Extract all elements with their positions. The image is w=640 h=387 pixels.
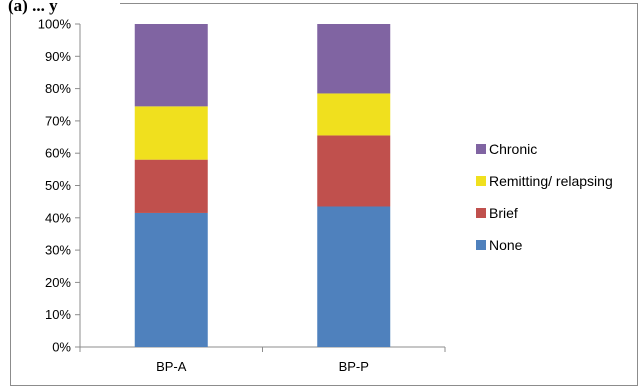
y-tick-label: 70% — [45, 113, 71, 128]
bar-segment-none-bp-p — [317, 206, 391, 347]
y-tick-label: 40% — [45, 210, 71, 225]
legend-swatch-remitting-relapsing — [476, 176, 486, 186]
legend: Chronic Remitting/ relapsing Brief None — [476, 141, 613, 253]
y-tick-label: 100% — [38, 17, 72, 32]
legend-label-remitting-relapsing: Remitting/ relapsing — [489, 173, 613, 189]
legend-label-chronic: Chronic — [489, 141, 537, 157]
y-tick-label: 50% — [45, 178, 71, 193]
bar-segment-chronic-bp-a — [134, 24, 208, 107]
bar-segment-brief-bp-p — [317, 135, 391, 207]
y-tick-label: 10% — [45, 307, 71, 322]
plot-area: 0% 10% 20% 30% 40% 50% 60% 70% 80% 90% 100% BP-A BP-… — [38, 17, 446, 374]
legend-label-brief: Brief — [489, 205, 518, 221]
y-tick-label: 0% — [52, 340, 71, 355]
x-tick-label: BP-A — [156, 359, 187, 374]
bar-segment-brief-bp-a — [134, 159, 208, 213]
title-strip — [0, 0, 120, 4]
legend-swatch-brief — [476, 208, 486, 218]
y-tick-label: 20% — [45, 275, 71, 290]
y-tick-label: 30% — [45, 243, 71, 258]
y-tick-label: 90% — [45, 49, 71, 64]
bar-segment-chronic-bp-p — [317, 24, 391, 94]
legend-label-none: None — [489, 237, 523, 253]
y-tick-label: 80% — [45, 81, 71, 96]
bar-segment-remitting-relapsing-bp-p — [317, 93, 391, 136]
chart-title: (a) ... y — [8, 0, 58, 15]
bar-segment-none-bp-a — [134, 212, 208, 347]
bar-segment-remitting-relapsing-bp-a — [134, 106, 208, 160]
legend-swatch-none — [476, 240, 486, 250]
y-tick-label: 60% — [45, 146, 71, 161]
legend-swatch-chronic — [476, 144, 486, 154]
x-tick-label: BP-P — [339, 359, 369, 374]
